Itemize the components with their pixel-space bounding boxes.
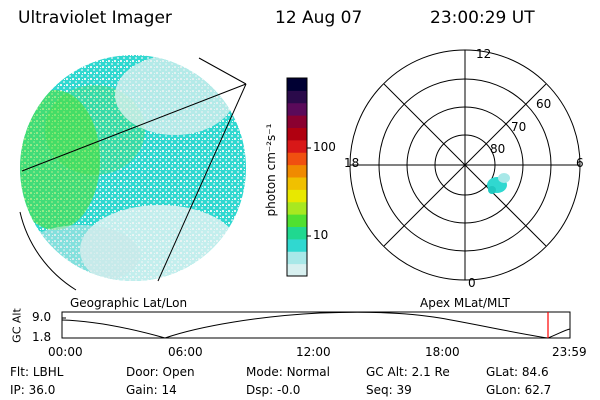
time-label: 23:00:29 UT — [430, 8, 535, 28]
mlt-label-18: 18 — [344, 156, 360, 170]
status-glon: GLon: 62.7 — [486, 383, 552, 397]
status-seq: Seq: 39 — [366, 383, 412, 397]
date-label: 12 Aug 07 — [275, 8, 363, 28]
colorbar-step — [287, 152, 307, 166]
status-dsp: Dsp: -0.0 — [246, 383, 301, 397]
status-door: Door: Open — [126, 365, 195, 379]
colorbar-step — [287, 164, 307, 178]
status-flt: Flt: LBHL — [10, 365, 64, 379]
altitude-ytick-9: 9.0 — [32, 310, 52, 324]
apex-label: Apex MLat/MLT — [420, 296, 510, 310]
colorbar-step — [287, 226, 307, 240]
status-mode: Mode: Normal — [246, 365, 330, 379]
colorbar-step — [287, 263, 307, 277]
altitude-xtick-2359: 23:59 — [552, 345, 587, 359]
colorbar-step — [287, 189, 307, 203]
altitude-xtick-1200: 12:00 — [296, 345, 331, 359]
altitude-curve — [61, 311, 571, 339]
colorbar — [286, 77, 311, 277]
altitude-xtick-0000: 00:00 — [48, 345, 83, 359]
mlt-label-0: 0 — [468, 276, 476, 290]
altitude-xtick-1800: 18:00 — [425, 345, 460, 359]
instrument-title: Ultraviolet Imager — [18, 8, 172, 28]
altitude-ytick-1-8: 1.8 — [32, 330, 52, 344]
mlt-label-12: 12 — [476, 47, 492, 61]
colorbar-step — [287, 201, 307, 215]
colorbar-step — [287, 115, 307, 128]
colorbar-step — [287, 177, 307, 190]
bright-emission-region — [20, 90, 100, 230]
colorbar-step — [287, 139, 307, 153]
colorbar-tick-100: 100 — [313, 140, 336, 154]
altitude-ylabel: GC Alt — [10, 308, 24, 343]
status-glat: GLat: 84.6 — [486, 365, 549, 379]
status-ip: IP: 36.0 — [10, 383, 56, 397]
auroral-emission-spot — [487, 173, 510, 194]
colorbar-step — [287, 214, 307, 227]
colorbar-step — [287, 78, 307, 91]
colorbar-unit-label: photon cm⁻²s⁻¹ — [264, 123, 278, 217]
lat-label-70: 70 — [511, 120, 527, 134]
colorbar-step — [287, 127, 307, 141]
lat-label-80: 80 — [490, 142, 506, 156]
altitude-xtick-0600: 06:00 — [168, 345, 203, 359]
colorbar-step — [287, 251, 307, 265]
colorbar-step — [287, 102, 307, 116]
colorbar-step — [287, 90, 307, 104]
colorbar-step — [287, 238, 307, 252]
globe-map — [19, 55, 247, 291]
status-gain: Gain: 14 — [126, 383, 177, 397]
status-gc-alt: GC Alt: 2.1 Re — [366, 365, 450, 379]
altitude-plot — [61, 311, 571, 339]
geographic-label: Geographic Lat/Lon — [70, 296, 188, 310]
lat-label-60: 60 — [536, 97, 552, 111]
mlt-label-6: 6 — [576, 156, 584, 170]
polar-plot — [349, 49, 581, 281]
colorbar-tick-10: 10 — [313, 228, 329, 242]
